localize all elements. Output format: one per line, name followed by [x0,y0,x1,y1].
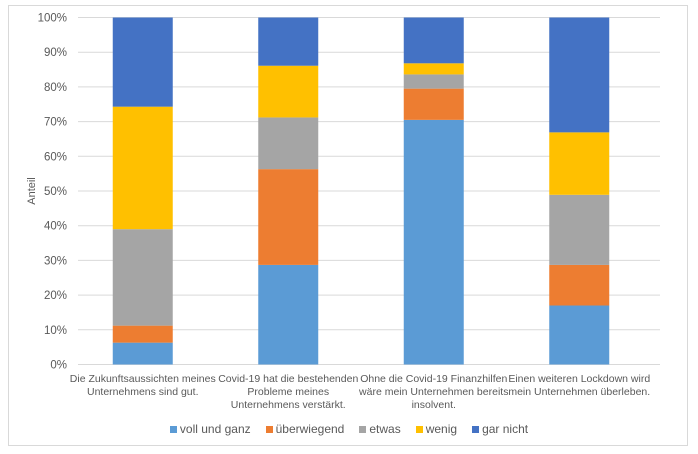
bars [112,17,610,365]
bar-segment-gar-nicht [403,17,464,64]
legend-label: wenig [425,422,458,436]
x-category-label: Ohne die Covid-19 Finanzhilfen [360,373,507,385]
bar-segment-wenig [549,132,610,195]
x-category-label: Unternehmens verstärkt. [231,399,346,411]
legend-swatch [415,425,423,433]
legend-label: gar nicht [482,422,529,436]
bar-segment-etwas [549,194,610,265]
bar-segment-voll-und-ganz [549,305,610,365]
y-tick-label: 20% [44,290,67,302]
bar-segment-gar-nicht [549,17,610,133]
legend-item: gar nicht [472,422,528,436]
legend: voll und ganz überwiegend etwas wenig gar ni… [0,422,698,436]
legend-swatch [472,425,480,433]
y-tick-label: 60% [44,151,67,163]
legend-swatch [265,425,273,433]
bar-segment-überwiegend [112,325,173,343]
y-tick-label: 10% [44,325,67,337]
y-axis-ticks: 0% 10% 20% 30% 40% 50% 60% 70% 80% 90% 100% [38,13,67,372]
y-tick-label: 40% [44,221,67,233]
bar-segment-wenig [258,65,319,118]
y-tick-label: 30% [44,255,67,267]
x-category-label: mein Unternehmen überleben. [508,386,650,398]
y-tick-label: 100% [38,13,67,25]
legend-item: überwiegend [265,422,345,436]
x-category-label: Unternehmens sind gut. [87,386,198,398]
bar-segment-etwas [258,117,319,170]
legend-swatch [359,425,367,433]
legend-swatch [169,425,177,433]
bar-segment-etwas [112,229,173,326]
x-category-label: wäre mein Unternehmen bereits [358,386,508,398]
y-tick-label: 90% [44,47,67,59]
bar-segment-voll-und-ganz [258,264,319,365]
stacked-bar-chart: 0% 10% 20% 30% 40% 50% 60% 70% 80% 90% 100% Die Zu… [26,13,660,411]
x-axis-category-labels: Die Zukunftsaussichten meinesUnternehmen… [70,373,651,411]
y-tick-label: 0% [50,360,67,372]
legend-label: überwiegend [275,422,345,436]
bar-segment-gar-nicht [112,17,173,107]
legend-item: etwas [359,422,401,436]
y-axis-title: Anteil [26,177,38,205]
x-category-label: Die Zukunftsaussichten meines [70,373,216,385]
x-category-label: Einen weiteren Lockdown wird [508,373,650,385]
y-tick-label: 50% [44,186,67,198]
bar-segment-überwiegend [258,169,319,265]
x-category-label: insolvent. [412,399,456,411]
bar-segment-etwas [403,74,464,89]
legend-item: wenig [415,422,458,436]
y-tick-label: 80% [44,82,67,94]
x-category-label: Probleme meines [247,386,329,398]
x-category-label: Covid-19 hat die bestehenden [218,373,358,385]
bar-segment-wenig [112,106,173,230]
legend-label: etwas [369,422,401,436]
bar-segment-überwiegend [549,264,610,306]
bar-segment-überwiegend [403,88,464,120]
legend-label: voll und ganz [179,422,251,436]
bar-segment-voll-und-ganz [403,119,464,365]
bar-segment-gar-nicht [258,17,319,66]
bar-segment-wenig [403,63,464,75]
y-tick-label: 70% [44,117,67,129]
legend-item: voll und ganz [169,422,251,436]
bar-segment-voll-und-ganz [112,342,173,365]
